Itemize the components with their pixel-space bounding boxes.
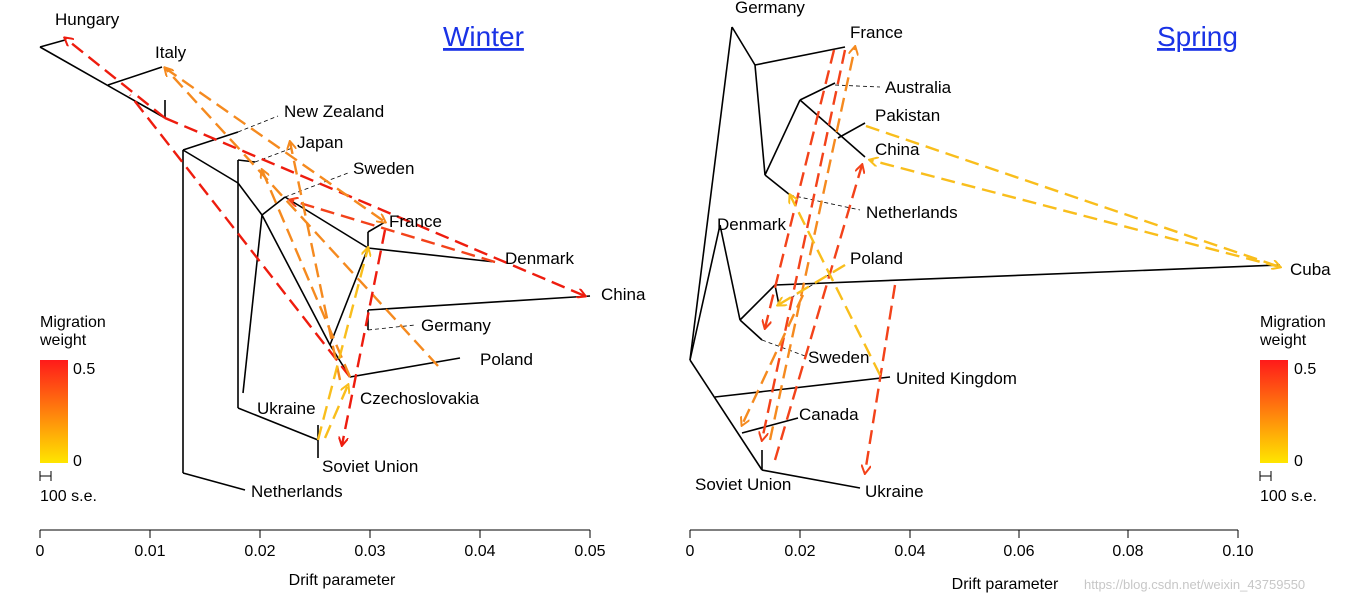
migration-arrow bbox=[865, 124, 1280, 267]
legend-min-label: 0 bbox=[1294, 453, 1303, 470]
pop-label: Poland bbox=[480, 350, 533, 369]
tick-label: 0.03 bbox=[354, 543, 385, 560]
scale-label: 100 s.e. bbox=[1260, 488, 1317, 505]
migration-arrow bbox=[65, 38, 166, 119]
legend-title: weight bbox=[1259, 332, 1307, 349]
spring-tree bbox=[689, 26, 1281, 489]
legend-max-label: 0.5 bbox=[73, 361, 95, 378]
migration-arrow bbox=[316, 248, 368, 441]
pop-label: Ukraine bbox=[257, 399, 316, 418]
migration-arrow bbox=[129, 94, 351, 378]
pop-label: New Zealand bbox=[284, 102, 384, 121]
migration-arrow bbox=[870, 160, 1281, 269]
x-axis-label: Drift parameter bbox=[952, 576, 1059, 593]
pop-label: Australia bbox=[885, 78, 952, 97]
legend-title: Migration bbox=[40, 314, 106, 331]
migration-arrow bbox=[768, 47, 855, 441]
pop-label: China bbox=[601, 285, 646, 304]
migration-arrow bbox=[790, 195, 882, 376]
tick-label: 0.02 bbox=[784, 543, 815, 560]
tick-label: 0 bbox=[686, 543, 695, 560]
pop-label: Canada bbox=[799, 405, 859, 424]
tick-label: 0 bbox=[36, 543, 45, 560]
pop-label: France bbox=[850, 23, 903, 42]
migration-arrow bbox=[262, 170, 352, 378]
pop-label: Soviet Union bbox=[695, 475, 791, 494]
migration-arrow bbox=[164, 67, 385, 222]
tick-label: 0.02 bbox=[244, 543, 275, 560]
spring-population-labels: Germany France Australia Pakistan China … bbox=[695, 0, 1331, 501]
migration-arrow bbox=[762, 49, 847, 440]
spring-title: Spring bbox=[1157, 21, 1238, 52]
tick-label: 0.05 bbox=[574, 543, 605, 560]
migration-arrow bbox=[164, 116, 585, 296]
pop-label: Pakistan bbox=[875, 106, 940, 125]
winter-panel: Winter Hungary Italy New Zealand Japan S… bbox=[36, 10, 646, 589]
pop-label: Japan bbox=[297, 133, 343, 152]
legend-title: Migration bbox=[1260, 314, 1326, 331]
spring-migration-arrows bbox=[742, 47, 1280, 473]
x-axis-label: Drift parameter bbox=[289, 572, 396, 589]
pop-label: Germany bbox=[421, 316, 491, 335]
spring-legend: Migration weight 0.5 0 100 s.e. bbox=[1259, 314, 1326, 505]
pop-label: Netherlands bbox=[866, 203, 958, 222]
tick-label: 0.01 bbox=[134, 543, 165, 560]
tick-label: 0.10 bbox=[1222, 543, 1253, 560]
migration-arrow bbox=[323, 385, 348, 439]
tick-label: 0.04 bbox=[894, 543, 925, 560]
pop-label: Italy bbox=[155, 43, 187, 62]
scale-bar bbox=[39, 471, 52, 481]
pop-label: Netherlands bbox=[251, 482, 343, 501]
pop-label: United Kingdom bbox=[896, 369, 1017, 388]
watermark: https://blog.csdn.net/weixin_43759550 bbox=[1084, 577, 1305, 592]
legend-max-label: 0.5 bbox=[1294, 361, 1316, 378]
migration-arrow bbox=[742, 294, 805, 425]
pop-label: Sweden bbox=[353, 159, 414, 178]
legend-colorbar bbox=[40, 360, 68, 463]
legend-title: weight bbox=[39, 332, 87, 349]
migration-arrow bbox=[778, 263, 846, 305]
pop-label: China bbox=[875, 140, 920, 159]
pop-label: France bbox=[389, 212, 442, 231]
winter-migration-arrows bbox=[65, 38, 585, 445]
tick-label: 0.08 bbox=[1112, 543, 1143, 560]
pop-label: Germany bbox=[735, 0, 805, 17]
spring-x-axis: 0 0.02 0.04 0.06 0.08 0.10 Drift paramet… bbox=[686, 529, 1254, 593]
pop-label: Cuba bbox=[1290, 260, 1331, 279]
pop-label: Denmark bbox=[505, 249, 574, 268]
winter-legend: Migration weight 0.5 0 100 s.e. bbox=[39, 314, 106, 505]
winter-population-labels: Hungary Italy New Zealand Japan Sweden F… bbox=[55, 10, 646, 501]
migration-arrow bbox=[765, 49, 836, 328]
pop-label: Hungary bbox=[55, 10, 120, 29]
scale-label: 100 s.e. bbox=[40, 488, 97, 505]
pop-label: Sweden bbox=[808, 348, 869, 367]
migration-arrow bbox=[773, 165, 862, 461]
tick-label: 0.06 bbox=[1003, 543, 1034, 560]
pop-label: Denmark bbox=[717, 215, 786, 234]
pop-label: Czechoslovakia bbox=[360, 389, 480, 408]
migration-arrow bbox=[290, 200, 496, 264]
pop-label: Ukraine bbox=[865, 482, 924, 501]
migration-arrow bbox=[865, 284, 897, 473]
winter-x-axis: 0 0.01 0.02 0.03 0.04 0.05 Drift paramet… bbox=[36, 529, 606, 589]
spring-panel: Spring Germany France Australia Pakistan… bbox=[686, 0, 1332, 593]
legend-colorbar bbox=[1260, 360, 1288, 463]
winter-tree bbox=[39, 39, 591, 491]
pop-label: Soviet Union bbox=[322, 457, 418, 476]
migration-arrow bbox=[342, 229, 387, 445]
migration-arrow bbox=[165, 68, 439, 367]
legend-min-label: 0 bbox=[73, 453, 82, 470]
scale-bar bbox=[1259, 471, 1272, 481]
pop-label: Poland bbox=[850, 249, 903, 268]
migration-arrow bbox=[290, 142, 342, 381]
winter-title: Winter bbox=[443, 21, 524, 52]
tick-label: 0.04 bbox=[464, 543, 495, 560]
